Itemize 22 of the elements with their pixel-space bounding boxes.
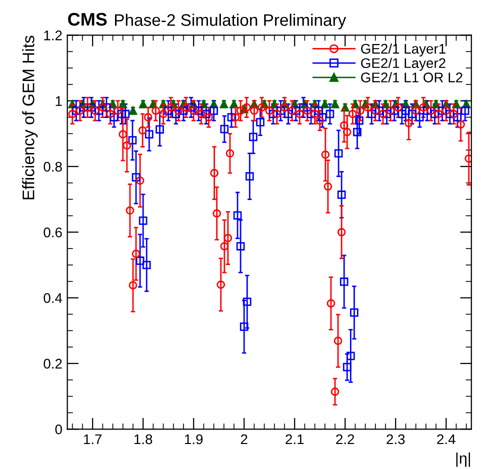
legend-label: GE2/1 L1 OR L2 xyxy=(361,72,462,82)
y-tick-label: 0.4 xyxy=(44,293,62,303)
x-tick-label: 1.9 xyxy=(185,434,203,444)
chart-title: CMS xyxy=(68,12,107,26)
y-tick-label: 0.6 xyxy=(44,227,62,238)
x-tick-label: 2.3 xyxy=(386,434,405,444)
chart-subtitle: Phase-2 Simulation Preliminary xyxy=(115,14,346,30)
x-tick-label: 1.8 xyxy=(134,434,152,444)
y-axis-title: Efficiency of GEM Hits xyxy=(22,36,38,200)
x-tick-label: 1.7 xyxy=(84,434,102,444)
x-tick-label: 2 xyxy=(240,434,248,444)
y-tick-label: 0 xyxy=(55,424,62,434)
y-tick-label: 0.2 xyxy=(44,358,62,369)
y-tick-label: 1 xyxy=(56,96,62,106)
legend-label: GE2/1 Layer1 xyxy=(361,44,446,56)
y-tick-label: 0.8 xyxy=(44,162,62,172)
x-tick-label: 2.2 xyxy=(336,434,354,444)
x-axis-title: |η| xyxy=(456,452,470,467)
legend-label: GE2/1 Layer2 xyxy=(361,58,446,71)
y-tick-label: 1.2 xyxy=(44,30,62,40)
x-tick-label: 2.4 xyxy=(437,434,456,444)
x-tick-label: 2.1 xyxy=(286,434,304,444)
